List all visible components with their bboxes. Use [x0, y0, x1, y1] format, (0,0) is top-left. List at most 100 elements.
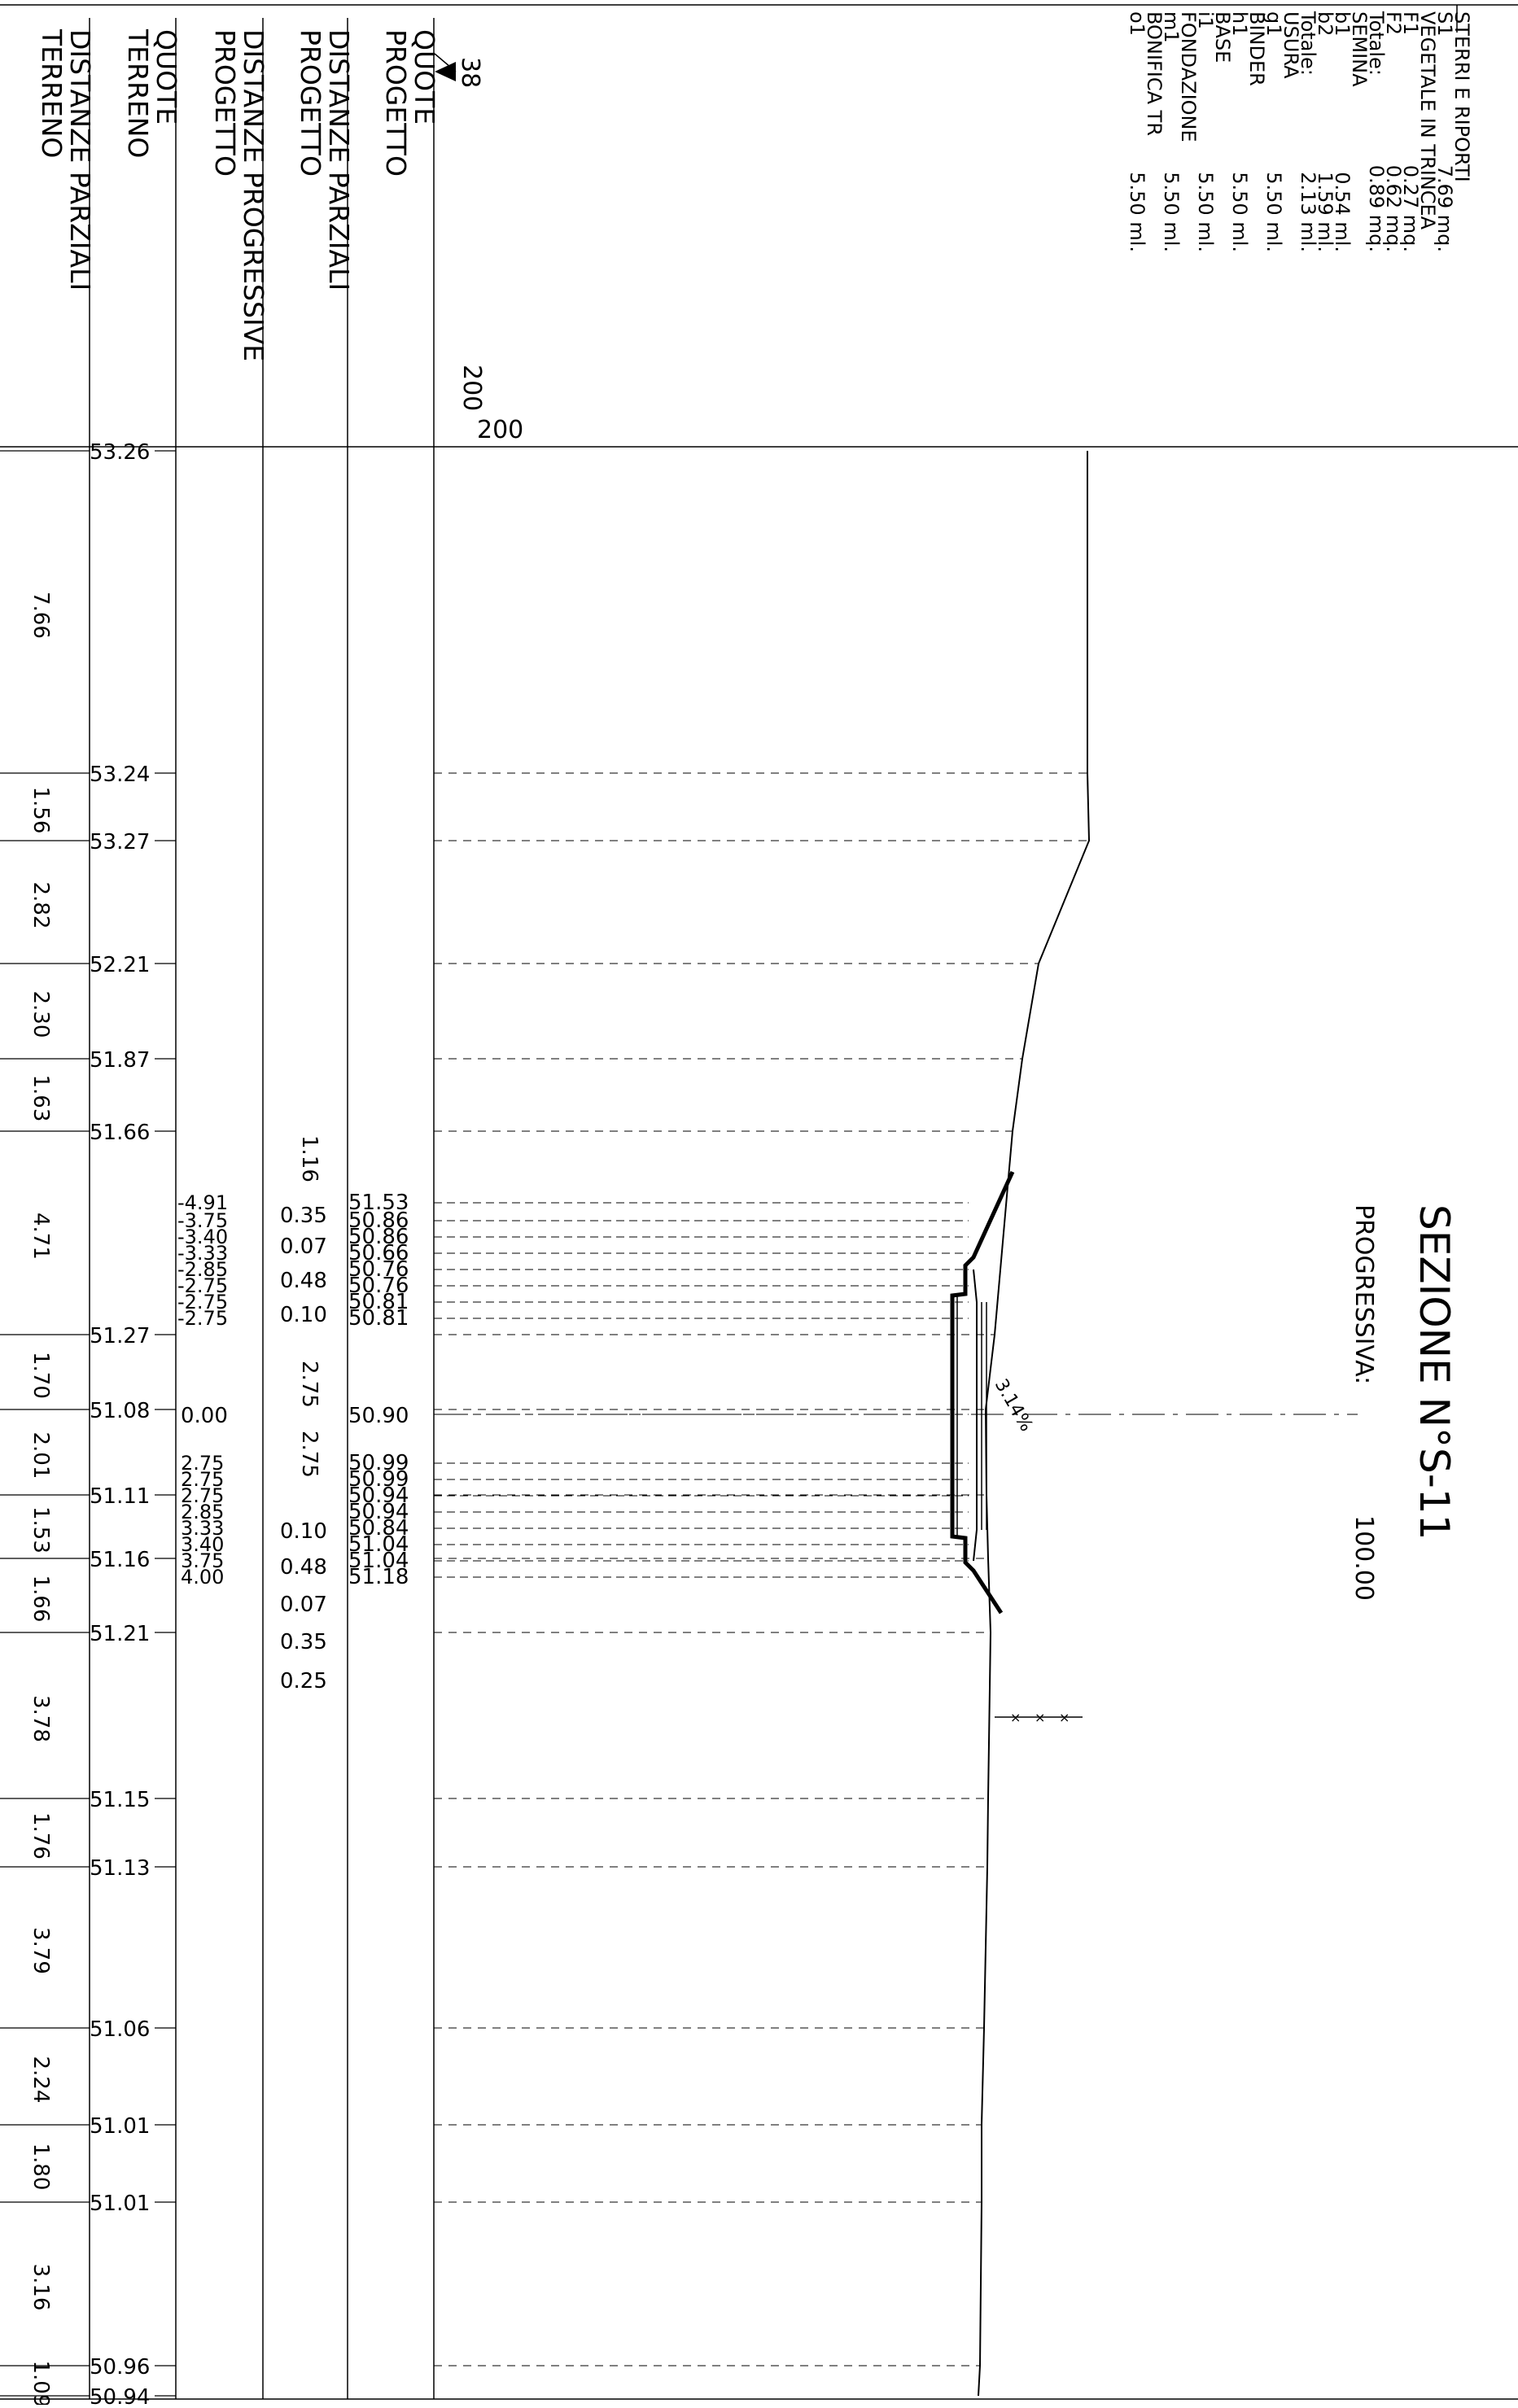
- header-dist-parz-prog-1: DISTANZE PARZIALI: [323, 29, 355, 291]
- project-partial: 0.48: [280, 1269, 327, 1293]
- legend-label: FONDAZIONE: [1177, 11, 1200, 142]
- header-quote-progetto-2: PROGETTO: [380, 29, 412, 177]
- road-layer: [973, 1269, 978, 1562]
- legend-label: Totale:: [1365, 11, 1388, 76]
- project-quote: 50.76: [348, 1257, 409, 1282]
- terrain-quota: 51.87: [90, 1048, 150, 1073]
- project-quote: 50.99: [348, 1451, 409, 1475]
- project-quote: 50.76: [348, 1274, 409, 1298]
- terrain-quota: 51.11: [90, 1484, 150, 1509]
- terrain-partial: 1.09: [28, 2361, 53, 2406]
- project-progressive: -3.75: [177, 1209, 228, 1232]
- legend-label: USURA: [1280, 11, 1302, 79]
- header-dist-parz-terr-1: DISTANZE PARZIALI: [64, 29, 96, 291]
- terrain-quota: 51.01: [90, 2114, 150, 2139]
- project-progressive: 2.75: [181, 1468, 224, 1491]
- table-grid: [0, 18, 1518, 2399]
- project-progressive: 3.75: [181, 1549, 224, 1572]
- datum-block: 200 200 38: [434, 53, 523, 444]
- project-partial: 0.25: [280, 1669, 327, 1693]
- project-partial: 0.35: [280, 1204, 327, 1228]
- legend-label: F1: [1399, 11, 1422, 35]
- legend-label: F2: [1382, 11, 1405, 35]
- legend-label: BONIFICA TR: [1143, 11, 1166, 136]
- terrain-quota: 51.06: [90, 2017, 150, 2042]
- legend-value: 5.50 ml.: [1228, 172, 1251, 252]
- section-title-block: SEZIONE N°S-11 PROGRESSIVA: 100.00: [1350, 1204, 1458, 1601]
- project-quote: 50.86: [348, 1225, 409, 1249]
- sheet-frame: [0, 4, 1518, 2400]
- section-title: SEZIONE N°S-11: [1411, 1204, 1458, 1540]
- terrain-quota: 51.13: [90, 1856, 150, 1881]
- header-quote-progetto-1: QUOTE: [409, 29, 440, 125]
- project-quote: 51.04: [348, 1532, 409, 1557]
- header-dist-prog-prog-1: DISTANZE PROGRESSIVE: [238, 29, 269, 361]
- project-progressive: -3.33: [177, 1242, 228, 1265]
- project-progressive: -4.91: [177, 1191, 228, 1214]
- project-quote: 51.04: [348, 1549, 409, 1573]
- legend-label: BINDER: [1245, 11, 1268, 86]
- legend-value: 5.50 ml.: [1126, 172, 1148, 252]
- header-dist-parz-terr-2: TERRENO: [36, 28, 68, 158]
- project-progressive: 3.33: [181, 1517, 224, 1540]
- terrain-profile: [978, 451, 1091, 2397]
- project-progressive: -2.85: [177, 1258, 228, 1281]
- terrain-quota: 52.21: [90, 953, 150, 977]
- legend-label: b2: [1314, 11, 1336, 37]
- terrain-quota: 51.01: [90, 2192, 150, 2216]
- legend-label: SEMINA: [1348, 11, 1371, 87]
- legend-label: STERRI E RIPORTI: [1450, 11, 1473, 182]
- terrain-partial: 2.30: [28, 991, 53, 1038]
- terrain-quota: 51.08: [90, 1399, 150, 1423]
- legend-label: S1: [1433, 11, 1456, 37]
- terrain-partial: 1.76: [28, 1812, 53, 1860]
- project-quote: 50.99: [348, 1467, 409, 1492]
- project-quote: 50.81: [348, 1306, 409, 1331]
- terrain-quota: 51.21: [90, 1622, 150, 1646]
- project-partial: 2.75: [297, 1431, 322, 1478]
- project-progressive: 2.75: [181, 1484, 224, 1507]
- project-quote: 51.18: [348, 1565, 409, 1589]
- terrain-rows: 53.26 7.66 53.24 1.56 53.27 2.82 52.21 2.30 51.8…: [0, 440, 1089, 2408]
- legend-value: 2.13 ml.: [1297, 172, 1319, 252]
- terrain-partial: 1.80: [28, 2144, 53, 2191]
- project-quote-axis: 50.90: [348, 1404, 409, 1428]
- legend-label: i1: [1194, 11, 1217, 29]
- project-progressive: 2.75: [181, 1452, 224, 1475]
- project-quote: 50.86: [348, 1208, 409, 1233]
- terrain-partial: 1.53: [28, 1506, 53, 1554]
- progressive-value: 100.00: [1350, 1515, 1378, 1601]
- legend-value: 5.50 ml.: [1262, 172, 1285, 252]
- header-dist-prog-prog-2: PROGETTO: [209, 29, 241, 177]
- project-progressive-axis: 0.00: [181, 1404, 228, 1428]
- terrain-quota: 53.24: [90, 763, 150, 787]
- project-partial: 0.07: [280, 1593, 327, 1617]
- terrain-partial: 2.24: [28, 2056, 53, 2104]
- fence-cross-icon: ×: [1035, 1710, 1045, 1725]
- terrain-partial: 2.01: [28, 1432, 53, 1479]
- terrain-quota: 51.15: [90, 1788, 150, 1812]
- header-quote-terreno-2: TERRENO: [122, 28, 154, 158]
- terrain-quota: 50.94: [90, 2385, 150, 2405]
- terrain-partial: 2.82: [28, 882, 53, 929]
- project-progressive: 3.40: [181, 1533, 224, 1556]
- project-partial: 0.35: [280, 1630, 327, 1654]
- project-progressive: 4.00: [181, 1566, 224, 1589]
- terrain-partial: 1.70: [28, 1352, 53, 1399]
- legend-value: 5.50 ml.: [1160, 172, 1183, 252]
- fence-cross-icon: ×: [1059, 1710, 1070, 1725]
- terrain-partial: 1.66: [28, 1575, 53, 1623]
- road-embankment: [950, 1170, 1015, 1615]
- terrain-partial: 3.79: [28, 1927, 53, 1974]
- legend-label: m1: [1160, 11, 1183, 43]
- project-quote: 50.94: [348, 1484, 409, 1508]
- terrain-quota: 53.27: [90, 830, 150, 854]
- header-dist-parz-prog-2: PROGETTO: [295, 29, 326, 177]
- legend-label: Totale:: [1297, 11, 1319, 76]
- terrain-partial: 1.63: [28, 1075, 53, 1122]
- terrain-quota: 53.26: [90, 440, 150, 465]
- project-progressive: 2.85: [181, 1501, 224, 1523]
- project-partial: 1.16: [297, 1135, 322, 1182]
- project-progressive: -2.75: [177, 1291, 228, 1313]
